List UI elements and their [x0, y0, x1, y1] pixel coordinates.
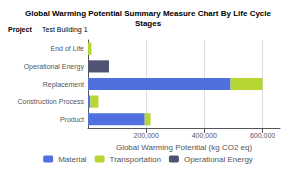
svg-text:Construction Process: Construction Process — [17, 98, 84, 105]
svg-text:Stages: Stages — [135, 19, 162, 28]
svg-text:Global Warming Potential (kg C: Global Warming Potential (kg CO2 eq) — [116, 143, 253, 152]
svg-text:Global Warming Potential Summa: Global Warming Potential Summary Measure… — [25, 9, 272, 18]
svg-text:Replacement: Replacement — [43, 81, 84, 89]
svg-text:600,000: 600,000 — [250, 132, 275, 139]
svg-text:Test Building 1: Test Building 1 — [42, 26, 88, 34]
svg-text:Project: Project — [8, 26, 32, 34]
svg-text:Operational Energy: Operational Energy — [24, 63, 85, 71]
svg-text:Product: Product — [60, 116, 84, 123]
svg-text:200,000: 200,000 — [134, 132, 159, 139]
svg-text:Material: Material — [58, 155, 87, 164]
svg-text:End of Life: End of Life — [51, 45, 85, 52]
svg-text:Transportation: Transportation — [110, 155, 161, 164]
svg-text:Operational Energy: Operational Energy — [184, 155, 253, 164]
svg-text:400,000: 400,000 — [192, 132, 217, 139]
